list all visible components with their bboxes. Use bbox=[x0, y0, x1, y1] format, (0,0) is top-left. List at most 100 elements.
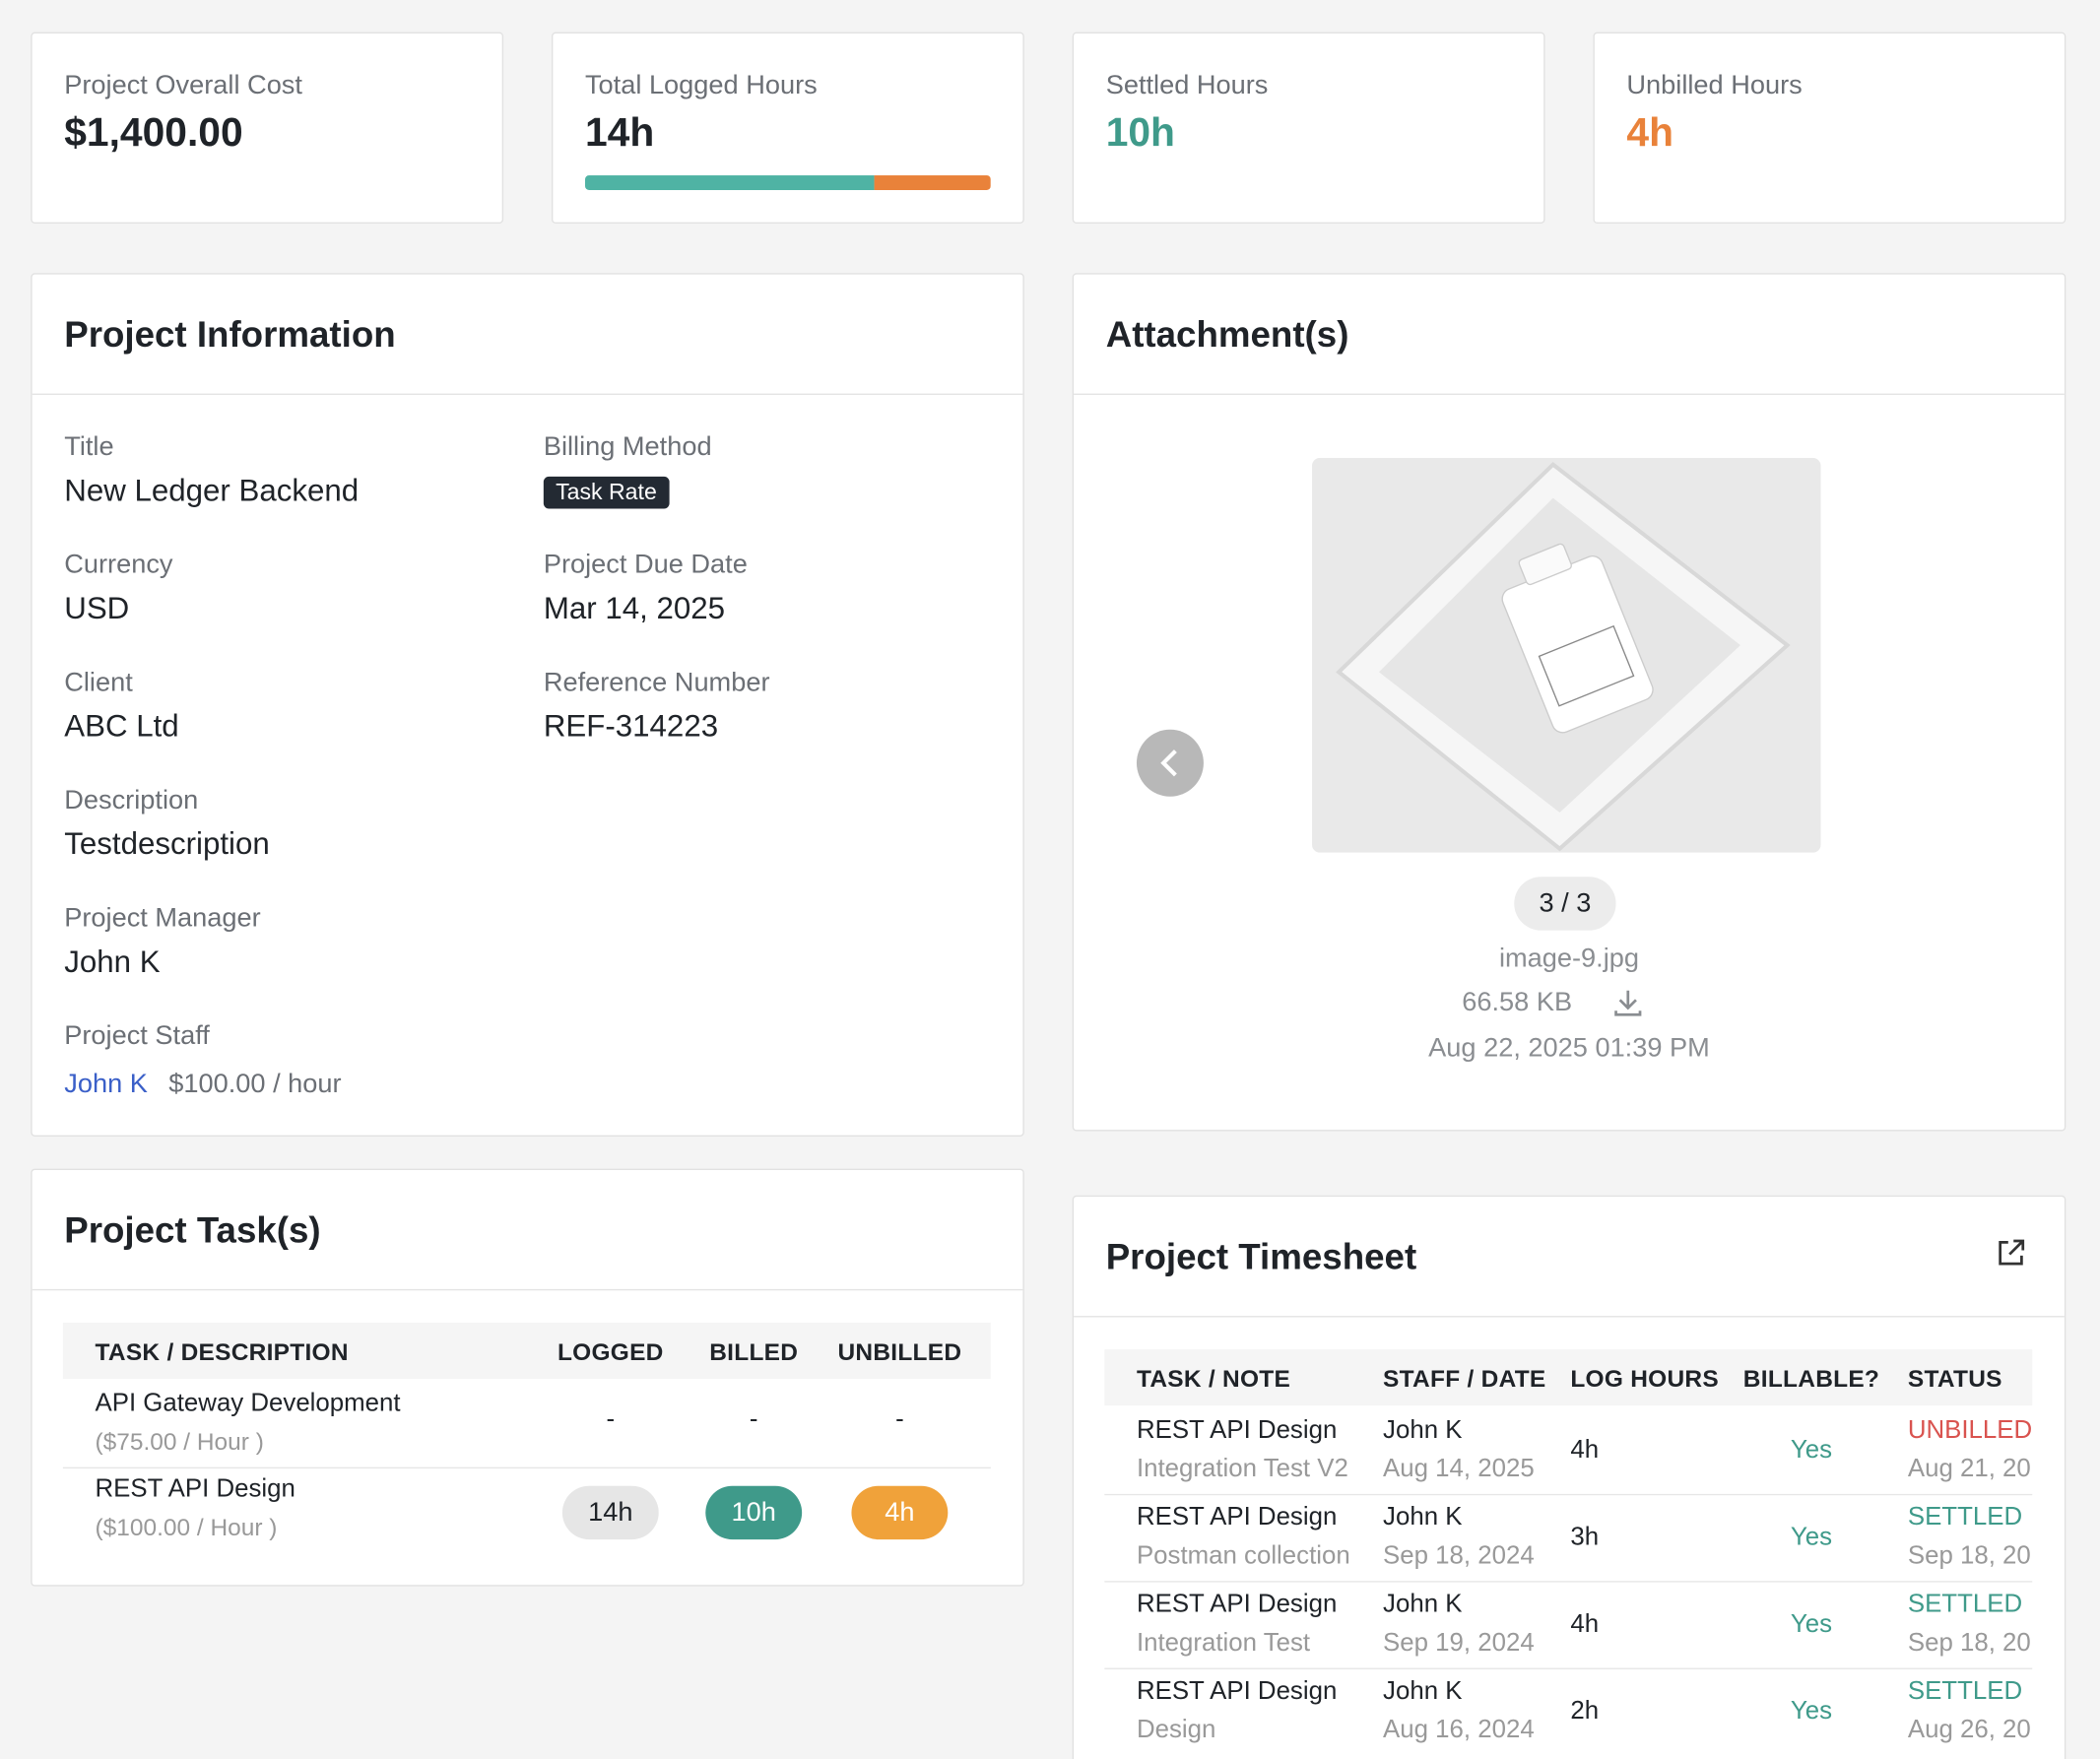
stat-label: Settled Hours bbox=[1105, 71, 1269, 100]
task-name: REST API Design bbox=[95, 1474, 295, 1504]
staff-name: John K bbox=[1383, 1677, 1463, 1706]
field-value: New Ledger Backend bbox=[64, 472, 360, 508]
staff-name: John K bbox=[1383, 1503, 1463, 1531]
field-label: Title bbox=[64, 432, 114, 462]
prev-button[interactable] bbox=[1136, 729, 1204, 797]
row-divider bbox=[1104, 1667, 2033, 1669]
file-name: image-9.jpg bbox=[1498, 944, 1640, 974]
billable: Yes bbox=[1790, 1610, 1833, 1639]
attachments-card: Attachment(s) 3 / 3 image-9.jpg 66.58 KB… bbox=[1072, 273, 2067, 1132]
stat-value: 14h bbox=[584, 110, 655, 156]
log-date: Aug 16, 2024 bbox=[1383, 1716, 1535, 1745]
billable: Yes bbox=[1790, 1697, 1833, 1726]
status-date: Sep 18, 20 bbox=[1907, 1629, 2031, 1658]
field-label: Project Due Date bbox=[543, 550, 748, 580]
stat-card: Unbilled Hours 4h bbox=[1593, 32, 2067, 224]
task-name: REST API Design bbox=[1136, 1503, 1338, 1531]
task-hours: - bbox=[606, 1405, 616, 1434]
log-date: Sep 18, 2024 bbox=[1383, 1541, 1535, 1571]
divider bbox=[32, 393, 1023, 395]
billable: Yes bbox=[1790, 1436, 1833, 1465]
divider bbox=[1074, 393, 2065, 395]
field-value: Testdescription bbox=[64, 825, 270, 861]
field-value: REF-314223 bbox=[543, 708, 719, 744]
stat-value: $1,400.00 bbox=[64, 110, 243, 156]
task-name: REST API Design bbox=[1136, 1590, 1338, 1619]
field-value: John K bbox=[64, 944, 161, 979]
unbilled-segment bbox=[875, 175, 991, 191]
stat-label: Total Logged Hours bbox=[584, 71, 818, 100]
card-title: Project Task(s) bbox=[64, 1209, 321, 1251]
task-rate: ($75.00 / Hour ) bbox=[95, 1428, 264, 1456]
stat-value: 10h bbox=[1105, 110, 1175, 156]
stat-label: Project Overall Cost bbox=[64, 71, 302, 100]
hours-pill: 4h bbox=[851, 1485, 949, 1540]
field-label: Client bbox=[64, 668, 133, 698]
task-rate: ($100.00 / Hour ) bbox=[95, 1514, 278, 1541]
log-date: Aug 14, 2025 bbox=[1383, 1455, 1535, 1483]
upload-date: Aug 22, 2025 01:39 PM bbox=[1428, 1033, 1710, 1064]
card-title: Project Timesheet bbox=[1105, 1236, 1417, 1277]
stat-card: Project Overall Cost $1,400.00 bbox=[31, 32, 504, 224]
field-label: Project Manager bbox=[64, 903, 261, 934]
field-value: USD bbox=[64, 590, 130, 625]
tasks-card: Project Task(s) TASK / DESCRIPTION LOGGED… bbox=[31, 1168, 1024, 1587]
field-label: Billing Method bbox=[543, 432, 712, 462]
status: UNBILLED bbox=[1907, 1416, 2033, 1445]
status-date: Aug 26, 20 bbox=[1907, 1716, 2031, 1745]
status-date: Aug 21, 20 bbox=[1907, 1455, 2031, 1483]
open-external[interactable] bbox=[1995, 1237, 2027, 1270]
column-header: STATUS bbox=[1907, 1365, 2002, 1393]
task-name: API Gateway Development bbox=[95, 1389, 401, 1418]
status: SETTLED bbox=[1907, 1503, 2023, 1531]
staff-name[interactable]: John K bbox=[64, 1070, 148, 1099]
attachment-image[interactable] bbox=[1312, 457, 1821, 853]
column-header: TASK / NOTE bbox=[1136, 1365, 1291, 1393]
staff-rate: $100.00 / hour bbox=[168, 1070, 342, 1099]
stat-value: 4h bbox=[1626, 110, 1674, 156]
staff-name: John K bbox=[1383, 1416, 1463, 1445]
stat-card: Settled Hours 10h bbox=[1072, 32, 1545, 224]
row-divider bbox=[62, 1466, 991, 1469]
task-hours: - bbox=[749, 1405, 758, 1434]
billing-badge: Task Rate bbox=[543, 476, 670, 509]
column-header: LOG HOURS bbox=[1570, 1365, 1719, 1393]
column-header: STAFF / DATE bbox=[1383, 1365, 1546, 1393]
timesheet-card: Project Timesheet TASK / NOTE STAFF / DAT… bbox=[1072, 1195, 2067, 1759]
log-hours: 4h bbox=[1570, 1436, 1600, 1465]
field-label: Description bbox=[64, 785, 199, 815]
settled-segment bbox=[584, 175, 876, 191]
task-hours: - bbox=[895, 1405, 904, 1434]
task-note: Integration Test V2 bbox=[1136, 1455, 1348, 1483]
field-value: ABC Ltd bbox=[64, 708, 179, 744]
stat-card: Total Logged Hours 14h bbox=[551, 32, 1024, 224]
task-note: Design bbox=[1136, 1716, 1216, 1745]
field-label: Currency bbox=[64, 550, 173, 580]
log-hours: 3h bbox=[1570, 1523, 1600, 1552]
column-header: BILLABLE? bbox=[1742, 1365, 1880, 1393]
column-header: TASK / DESCRIPTION bbox=[95, 1338, 349, 1366]
column-header: UNBILLED bbox=[837, 1338, 962, 1366]
divider bbox=[1074, 1316, 2065, 1318]
status-date: Sep 18, 20 bbox=[1907, 1541, 2031, 1571]
task-name: REST API Design bbox=[1136, 1416, 1338, 1445]
download-icon[interactable] bbox=[1611, 987, 1644, 1019]
project-info-card: Project Information Title New Ledger Back… bbox=[31, 273, 1024, 1137]
file-size: 66.58 KB bbox=[1462, 988, 1573, 1017]
staff-name: John K bbox=[1383, 1590, 1463, 1619]
log-hours: 2h bbox=[1570, 1697, 1600, 1726]
card-title: Attachment(s) bbox=[1105, 314, 1349, 356]
task-note: Integration Test bbox=[1136, 1629, 1311, 1658]
image-counter: 3 / 3 bbox=[1514, 877, 1616, 931]
stat-label: Unbilled Hours bbox=[1626, 71, 1803, 100]
field-label: Reference Number bbox=[543, 668, 770, 698]
hours-bar bbox=[584, 175, 991, 191]
column-header: BILLED bbox=[709, 1338, 799, 1366]
status: SETTLED bbox=[1907, 1590, 2023, 1619]
divider bbox=[32, 1288, 1023, 1291]
table-header bbox=[62, 1322, 991, 1379]
card-title: Project Information bbox=[64, 314, 396, 356]
row-divider bbox=[1104, 1493, 2033, 1496]
